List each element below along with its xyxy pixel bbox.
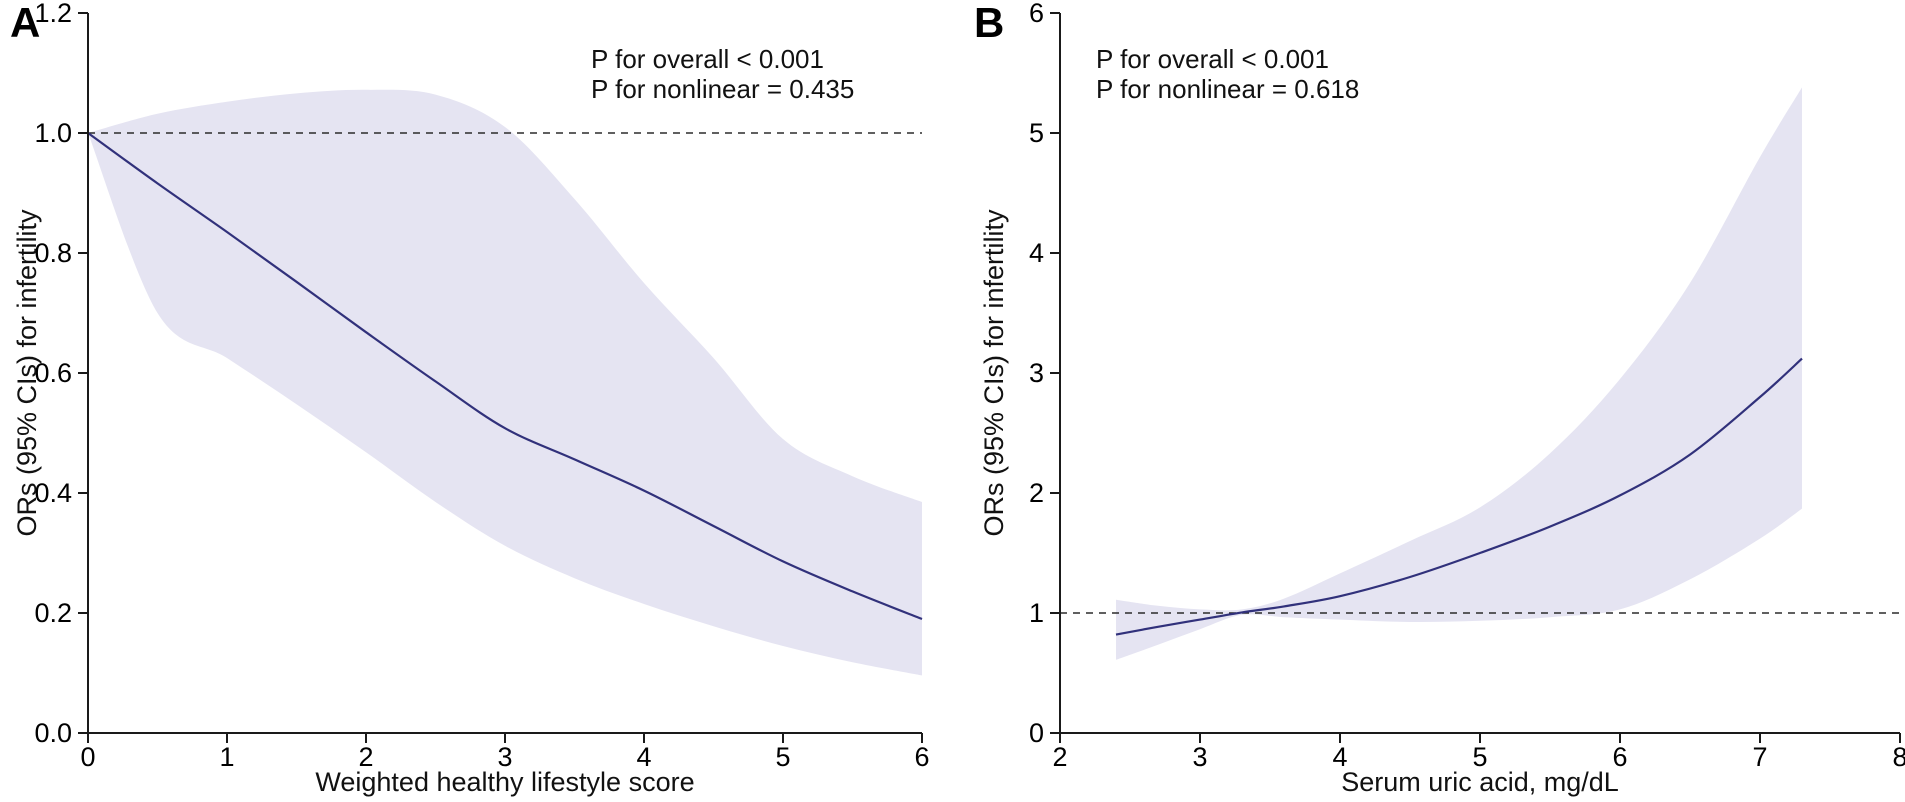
panel-a-p-overall: P for overall < 0.001 [591, 44, 824, 74]
y-tick-label: 0.8 [34, 238, 72, 268]
panel-b-label: B [974, 0, 1005, 46]
panel-a-p-nonlinear: P for nonlinear = 0.435 [591, 74, 855, 104]
x-tick-label: 6 [1612, 742, 1627, 772]
y-tick-label: 0.0 [34, 718, 72, 748]
panel-a-y-axis-title: ORs (95% CIs) for infertility [12, 209, 42, 537]
y-tick-label: 1.2 [34, 0, 72, 28]
panel-a-label: A [10, 0, 41, 46]
panel-b-x-axis-title: Serum uric acid, mg/dL [1341, 767, 1619, 797]
panel-b-plot: 2 3 4 5 6 7 8 0 1 2 3 4 5 6 [1029, 0, 1905, 772]
y-tick-label: 4 [1029, 238, 1044, 268]
ci-band-b [1116, 87, 1802, 660]
x-tick-label: 6 [914, 742, 929, 772]
ci-band-a [88, 89, 922, 676]
x-tick-label: 8 [1892, 742, 1905, 772]
panel-b-y-axis-title: ORs (95% CIs) for infertility [979, 209, 1009, 537]
y-tick-label: 6 [1029, 0, 1044, 28]
x-tick-label: 3 [1192, 742, 1207, 772]
x-tick-label: 4 [636, 742, 651, 772]
x-tick-label: 2 [358, 742, 373, 772]
x-tick-label: 4 [1332, 742, 1347, 772]
or-curve-a [87, 132, 923, 621]
panel-b-p-nonlinear: P for nonlinear = 0.618 [1096, 74, 1360, 104]
y-tick-label: 3 [1029, 358, 1044, 388]
panel-a-annotation: P for overall < 0.001 P for nonlinear = … [591, 44, 854, 104]
x-tick-label: 7 [1752, 742, 1767, 772]
y-tick-label: 0.4 [34, 478, 72, 508]
y-tick-label: 1.0 [34, 118, 72, 148]
y-tick-label: 0 [1029, 718, 1044, 748]
y-tick-label: 5 [1029, 118, 1044, 148]
y-tick-label: 0.6 [34, 358, 72, 388]
panel-a-plot: 0 1 2 3 4 5 6 0.0 0.2 0.4 0.6 0.8 1.0 1.2 [34, 0, 929, 772]
or-curve-b [1115, 357, 1803, 636]
x-tick-label: 3 [497, 742, 512, 772]
panel-b-annotation: P for overall < 0.001 P for nonlinear = … [1096, 44, 1359, 104]
x-tick-label: 2 [1052, 742, 1067, 772]
y-tick-label: 1 [1029, 598, 1044, 628]
panel-b-p-overall: P for overall < 0.001 [1096, 44, 1329, 74]
x-tick-label: 1 [219, 742, 234, 772]
x-tick-label: 5 [1472, 742, 1487, 772]
y-tick-label: 2 [1029, 478, 1044, 508]
x-tick-label: 0 [80, 742, 95, 772]
y-tick-label: 0.2 [34, 598, 72, 628]
x-tick-label: 5 [775, 742, 790, 772]
panel-a-x-axis-title: Weighted healthy lifestyle score [315, 767, 695, 797]
